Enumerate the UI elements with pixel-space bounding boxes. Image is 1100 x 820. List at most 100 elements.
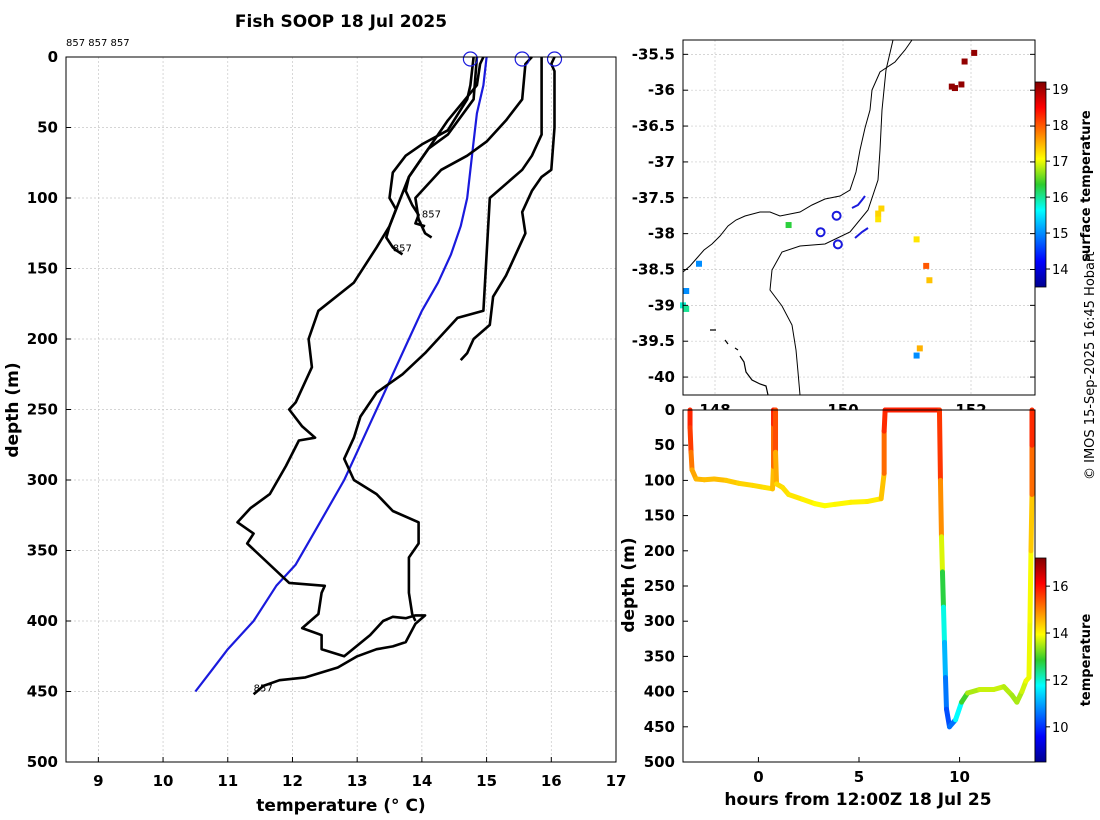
depth-time-y-tick-label: 400 <box>644 683 675 701</box>
temperature-colorbar-ticks: 10 12 14 16 <box>1046 580 1069 736</box>
sst-point <box>696 260 702 267</box>
profile-y-tick-label: 200 <box>27 330 58 348</box>
depth-time-x-tick-label: 5 <box>854 768 864 786</box>
surface-temperature-map: -35.5 -36 -36.5 -37 -37.5 -38 -38.5 -39 -39.5 -40… <box>632 39 1094 419</box>
temperature-colorbar-tick-label: 10 <box>1052 721 1069 736</box>
profile-line-profile-1 <box>384 56 475 256</box>
profile-x-ticks: 9 10 11 12 13 14 15 16 17 <box>93 757 626 790</box>
sst-point <box>875 216 882 223</box>
depth-time-segment <box>773 449 780 487</box>
shelf-contour-path <box>769 39 894 396</box>
depth-time-segment <box>941 639 948 681</box>
map-y-tick-label: -37 <box>648 153 675 171</box>
profile-y-tick-label: 50 <box>37 119 58 137</box>
map-drop-marker <box>831 210 842 221</box>
profile-y-ticks: 0 50 100 150 200 250 300 350 400 450 500 <box>27 48 71 771</box>
profile-x-tick-label: 15 <box>476 772 497 790</box>
profile-ids-label: 857 857 857 <box>66 38 130 49</box>
profile-y-tick-label: 300 <box>27 471 58 489</box>
map-drop-marker <box>815 227 826 238</box>
sst-point <box>971 49 978 56</box>
profile-x-tick-label: 13 <box>347 772 368 790</box>
depth-time-x-label: hours from 12:00Z 18 Jul 25 <box>724 790 991 810</box>
sst-point <box>913 236 920 243</box>
chart-title: Fish SOOP 18 Jul 2025 <box>235 12 447 32</box>
profile-y-tick-label: 350 <box>27 542 58 560</box>
depth-time-segment <box>939 569 946 610</box>
profile-x-tick-label: 16 <box>541 772 562 790</box>
sst-colorbar-tick-label: 19 <box>1052 83 1069 98</box>
depth-time-plot: 0 5 10 0 50 100 150 200 250 300 350 400 450 500 hour… <box>619 401 1094 810</box>
map-y-tick-label: -38 <box>648 225 675 243</box>
ship-track-1 <box>851 195 866 209</box>
copyright-text: © IMOS 15-Sep-2025 16:45 Hobart <box>1083 252 1098 480</box>
map-y-tick-label: -38.5 <box>632 260 675 278</box>
sst-point <box>683 305 690 312</box>
profile-id-label: 857 <box>422 210 441 221</box>
profile-x-label: temperature (° C) <box>256 796 425 816</box>
profile-x-tick-label: 14 <box>411 772 432 790</box>
sst-point <box>926 277 933 284</box>
profile-line-profile-4 <box>236 56 485 696</box>
depth-time-segment <box>832 499 854 507</box>
depth-time-y-label: depth (m) <box>619 537 639 632</box>
map-background <box>683 40 1035 395</box>
temperature-colorbar-label: temperature <box>1079 614 1094 707</box>
profile-series <box>194 56 556 696</box>
depth-time-x-tick-label: 0 <box>753 768 763 786</box>
depth-time-y-tick-label: 150 <box>644 507 675 525</box>
map-drop-markers <box>815 195 869 250</box>
profile-y-tick-label: 100 <box>27 189 58 207</box>
depth-time-segment <box>687 425 694 455</box>
sst-colorbar-ticks: 14 15 16 17 18 19 <box>1046 83 1069 278</box>
depth-time-y-tick-label: 0 <box>665 401 675 419</box>
surface-marker-circle <box>546 51 563 67</box>
depth-time-segment <box>936 407 943 483</box>
depth-time-segment <box>937 477 944 540</box>
map-y-tick-label: -37.5 <box>632 189 675 207</box>
profile-x-tick-label: 10 <box>153 772 174 790</box>
profile-x-tick-label: 11 <box>217 772 238 790</box>
sst-point <box>785 222 792 229</box>
temperature-colorbar-tick-label: 16 <box>1052 580 1069 595</box>
map-coastline <box>682 39 913 396</box>
profile-x-tick-label: 9 <box>93 772 103 790</box>
profile-labels: 857 857 857 <box>254 210 441 695</box>
map-y-tick-label: -35.5 <box>632 45 675 63</box>
profile-y-tick-label: 0 <box>48 48 58 66</box>
depth-time-y-tick-label: 250 <box>644 577 675 595</box>
map-y-tick-label: -40 <box>648 368 675 386</box>
depth-time-segment <box>770 463 777 492</box>
depth-time-y-tick-label: 50 <box>654 436 675 454</box>
temperature-colorbar-tick-label: 14 <box>1052 627 1069 642</box>
profile-line-profile-6 <box>459 56 556 361</box>
depth-time-x-ticks: 0 5 10 <box>753 757 970 786</box>
profile-y-tick-label: 500 <box>27 753 58 771</box>
depth-time-segment <box>942 675 949 712</box>
coastline-path <box>682 39 913 273</box>
sst-point <box>923 262 930 269</box>
depth-time-segment <box>1028 491 1035 554</box>
temperature-colorbar <box>1034 557 1047 763</box>
depth-time-segment <box>878 470 887 502</box>
sst-colorbar <box>1034 81 1047 288</box>
depth-time-y-tick-label: 350 <box>644 647 675 665</box>
profile-y-tick-label: 250 <box>27 401 58 419</box>
sst-point <box>952 85 958 92</box>
surface-marker-circle <box>462 51 479 67</box>
profile-line-profile-3 <box>414 56 533 239</box>
temperature-colorbar-tick-label: 12 <box>1052 674 1069 689</box>
sst-point <box>913 352 920 359</box>
map-y-ticks: -35.5 -36 -36.5 -37 -37.5 -38 -38.5 -39 -39.5 -40 <box>632 45 1035 386</box>
depth-time-segment <box>688 449 695 473</box>
surface-markers <box>462 51 563 67</box>
depth-time-segment <box>1026 618 1033 681</box>
temperature-profile-plot: 857 857 857 9 10 11 12 13 14 15 16 17 0 50 100 150 200… <box>3 48 626 816</box>
profile-plot-background <box>66 57 616 762</box>
depth-time-background <box>683 410 1035 762</box>
sst-colorbar-label: surface temperature <box>1079 110 1094 262</box>
sst-point <box>875 210 882 217</box>
profile-y-label: depth (m) <box>3 362 23 457</box>
sst-colorbar-tick-label: 18 <box>1052 119 1069 134</box>
map-y-tick-label: -36 <box>648 81 675 99</box>
